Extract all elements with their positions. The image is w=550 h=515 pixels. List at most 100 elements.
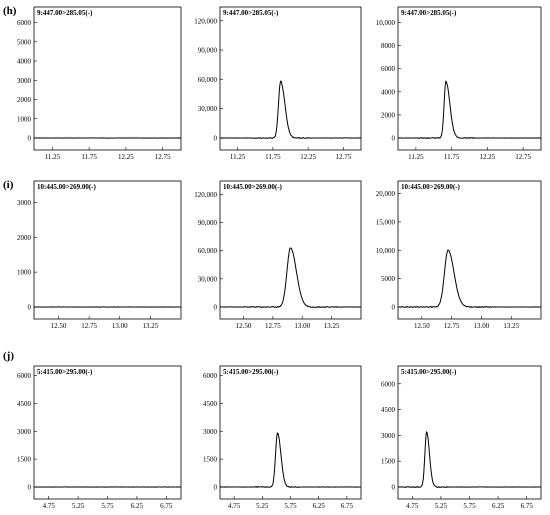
chromatogram-trace: [397, 249, 542, 308]
chromatogram-panel: 9:447.00>285.05(-) 0 1000 2000 3000 4000 5000 6…: [17, 6, 182, 161]
y-tick-label: 1500: [381, 458, 396, 466]
y-tick-label: 1000: [17, 115, 32, 123]
y-tick-label: 1500: [17, 456, 32, 464]
transition-title: 5:415.00>295.00(-): [37, 368, 93, 376]
chromatogram-trace: [219, 432, 362, 488]
x-tick-label: 12.75: [515, 153, 531, 161]
x-tick-label: 12.50: [51, 322, 67, 330]
y-tick-label: 3000: [203, 428, 218, 436]
y-tick-label: 6000: [203, 372, 218, 380]
y-tick-label: 3000: [381, 432, 396, 440]
chromatogram-trace: [397, 431, 542, 488]
x-tick-label: 13.00: [474, 322, 490, 330]
y-tick-label: 90,000: [198, 219, 218, 227]
x-tick-label: 6.75: [160, 502, 173, 510]
x-tick-label: 11.75: [265, 153, 281, 161]
y-tick-label: 0: [392, 304, 396, 312]
plot-frame: [397, 6, 542, 151]
x-tick-label: 5.75: [463, 502, 476, 510]
transition-title: 9:447.00>285.05(-): [401, 9, 457, 17]
x-tick-label: 12.25: [300, 153, 316, 161]
y-tick-label: 0: [28, 135, 32, 143]
x-tick-label: 12.75: [444, 322, 460, 330]
transition-title: 5:415.00>295.00(-): [401, 368, 457, 376]
x-tick-label: 13.25: [143, 322, 159, 330]
x-tick-label: 13.00: [112, 322, 128, 330]
x-tick-label: 13.00: [294, 322, 310, 330]
x-tick-label: 5.25: [72, 502, 85, 510]
y-tick-label: 2000: [17, 96, 32, 104]
x-tick-label: 5.25: [256, 502, 269, 510]
plot-frame: [33, 365, 182, 500]
x-tick-label: 12.50: [236, 322, 252, 330]
y-tick-label: 4000: [381, 88, 396, 96]
plot-frame: [219, 365, 362, 500]
x-tick-label: 6.25: [313, 502, 326, 510]
y-tick-label: 0: [28, 484, 32, 492]
x-tick-label: 6.25: [131, 502, 144, 510]
x-tick-label: 11.25: [408, 153, 424, 161]
x-tick-label: 6.75: [341, 502, 354, 510]
y-tick-label: 0: [214, 135, 218, 143]
plot-frame: [397, 365, 542, 500]
x-tick-label: 11.75: [81, 153, 97, 161]
y-tick-label: 10,000: [376, 19, 396, 27]
plot-frame: [219, 6, 362, 151]
x-tick-label: 12.25: [480, 153, 496, 161]
x-tick-label: 11.75: [444, 153, 460, 161]
y-tick-label: 60,000: [198, 247, 218, 255]
x-tick-label: 11.25: [230, 153, 246, 161]
y-tick-label: 120,000: [194, 191, 217, 199]
x-tick-label: 12.75: [336, 153, 352, 161]
transition-title: 9:447.00>285.05(-): [37, 9, 93, 17]
transition-title: 10:445.00>269.00(-): [223, 183, 282, 191]
y-tick-label: 0: [392, 135, 396, 143]
row-label: (i): [3, 179, 14, 191]
y-tick-label: 5000: [17, 38, 32, 46]
y-tick-label: 90,000: [198, 47, 218, 55]
y-tick-label: 2000: [381, 111, 396, 119]
y-tick-label: 8000: [381, 42, 396, 50]
y-tick-label: 3000: [17, 77, 32, 85]
y-tick-label: 2000: [17, 234, 32, 242]
y-tick-label: 4500: [381, 406, 396, 414]
y-tick-label: 60,000: [198, 76, 218, 84]
y-tick-label: 3000: [17, 428, 32, 436]
y-tick-label: 10,000: [376, 247, 396, 255]
transition-title: 9:447.00>285.05(-): [223, 9, 279, 17]
row-label: (j): [3, 350, 14, 362]
y-tick-label: 1000: [17, 269, 32, 277]
chromatogram-panel: 9:447.00>285.05(-) 0 30,000 60,000 90,000 120…: [194, 6, 362, 161]
chromatogram-panel: 10:445.00>269.00(-) 0 1000 2000 3000 12.50 12.…: [17, 180, 182, 330]
x-tick-label: 5.75: [101, 502, 114, 510]
y-tick-label: 5000: [381, 275, 396, 283]
chromatogram-trace: [219, 80, 362, 139]
x-tick-label: 6.75: [521, 502, 534, 510]
y-tick-label: 4500: [203, 400, 218, 408]
y-tick-label: 6000: [381, 380, 396, 388]
y-tick-label: 6000: [17, 372, 32, 380]
x-tick-label: 12.75: [81, 322, 97, 330]
x-tick-label: 12.50: [414, 322, 430, 330]
y-tick-label: 4000: [17, 58, 32, 66]
plot-frame: [397, 180, 542, 320]
y-tick-label: 4500: [17, 400, 32, 408]
y-tick-label: 20,000: [376, 190, 396, 198]
x-tick-label: 4.75: [228, 502, 241, 510]
x-tick-label: 12.25: [118, 153, 134, 161]
y-tick-label: 1500: [203, 456, 218, 464]
row-label: (h): [3, 5, 17, 17]
y-tick-label: 6000: [17, 19, 32, 27]
plot-frame: [33, 6, 182, 151]
plot-frame: [33, 180, 182, 320]
chromatogram-panel: 5:415.00>295.00(-) 0 1500 3000 4500 6000 4.75 5…: [381, 365, 542, 510]
x-tick-label: 11.25: [45, 153, 61, 161]
x-tick-label: 5.75: [284, 502, 297, 510]
chromatogram-panel: 10:445.00>269.00(-) 0 5000 10,000 15,000 20,0…: [376, 180, 542, 330]
y-tick-label: 3000: [17, 199, 32, 207]
transition-title: 10:445.00>269.00(-): [401, 183, 460, 191]
y-tick-label: 0: [392, 484, 396, 492]
y-tick-label: 0: [214, 484, 218, 492]
y-tick-label: 6000: [381, 65, 396, 73]
